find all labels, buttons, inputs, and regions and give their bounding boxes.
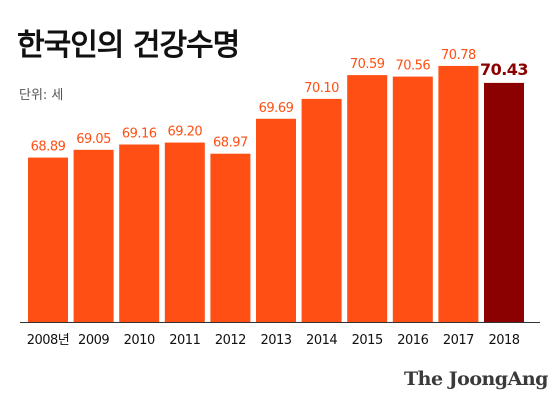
value-label-2012: 68.97 <box>213 136 248 151</box>
bar-2013 <box>256 118 296 322</box>
x-tick-label-2017: 2017 <box>443 333 474 348</box>
bar-2016 <box>392 76 433 322</box>
value-label-2009: 69.05 <box>76 132 111 147</box>
bar-2017 <box>438 65 479 323</box>
x-tick-label-2010: 2010 <box>124 333 155 348</box>
brand-logo-text: The JoongAng <box>404 368 548 390</box>
value-label-2010: 69.16 <box>122 126 157 141</box>
value-label-2008년: 68.89 <box>31 140 66 155</box>
bar-2018 <box>484 82 524 323</box>
bar-2010 <box>119 144 160 322</box>
value-label-2015: 70.59 <box>350 57 385 72</box>
value-label-2011: 69.20 <box>167 125 202 140</box>
bar-2009 <box>73 149 114 322</box>
x-tick-label-2015: 2015 <box>352 333 383 348</box>
x-tick-label-2009: 2009 <box>78 333 109 348</box>
value-label-2014: 70.10 <box>304 81 339 96</box>
bar-2011 <box>164 142 205 322</box>
value-label-2016: 70.56 <box>395 59 430 74</box>
bar-2012 <box>210 153 251 322</box>
x-tick-labels-group: 2008년 2009 2010 2011 2012 2013 2014 2015 2016 201… <box>27 333 521 348</box>
bar-2014 <box>301 98 342 323</box>
bar-2015 <box>347 75 388 322</box>
value-label-2017: 70.78 <box>441 48 476 63</box>
x-tick-label-2011: 2011 <box>169 333 200 348</box>
unit-label: 단위: 세 <box>19 88 64 103</box>
bars-group <box>28 65 524 323</box>
x-tick-label-2008년: 2008년 <box>27 333 70 348</box>
bar-2008년 <box>28 157 68 322</box>
value-label-2018: 70.43 <box>480 60 528 79</box>
chart-title: 한국인의 건강수명 <box>17 28 240 63</box>
x-tick-label-2013: 2013 <box>260 333 291 348</box>
x-tick-label-2018: 2018 <box>488 333 519 348</box>
value-label-2013: 69.69 <box>259 101 294 116</box>
x-tick-label-2016: 2016 <box>397 333 428 348</box>
x-tick-label-2014: 2014 <box>306 333 337 348</box>
x-tick-label-2012: 2012 <box>215 333 246 348</box>
value-labels-group: 68.89 69.05 69.16 69.20 68.97 69.69 70.10 70.59… <box>31 48 529 155</box>
